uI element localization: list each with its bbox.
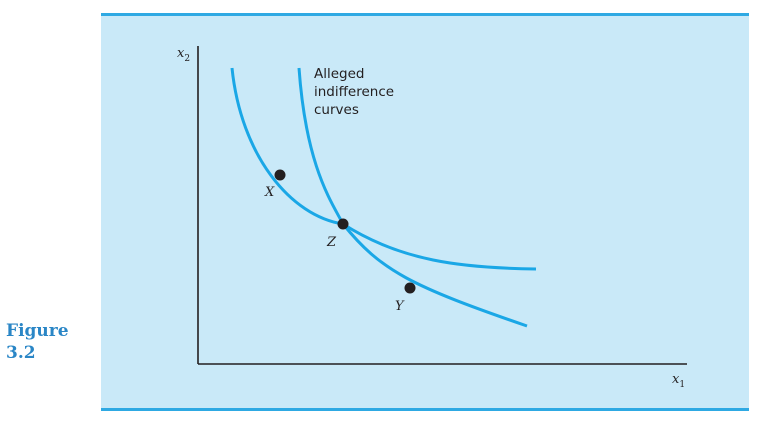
point-z-marker (337, 218, 349, 230)
figure-label-number: 3.2 (6, 343, 36, 363)
annotation-line-3: curves (314, 102, 359, 118)
point-x-label: X (264, 185, 275, 200)
y-axis-label: x2 (177, 46, 190, 64)
annotation-line-2: indifference (314, 84, 394, 100)
y-axis-label-sub: 2 (184, 54, 190, 64)
diagram-panel: X Z Y x2 x1 Alleged indifference curves (101, 13, 749, 411)
figure-label: Figure 3.2 (6, 320, 96, 364)
figure-label-word: Figure (6, 321, 69, 341)
indifference-diagram: X Z Y x2 x1 Alleged indifference curves (177, 46, 687, 390)
x-axis-label-var: x (672, 372, 680, 387)
x-axis-label: x1 (672, 372, 685, 390)
point-x-marker (274, 169, 286, 181)
point-y-label: Y (395, 299, 405, 314)
point-z-label: Z (326, 235, 337, 250)
point-y-marker (404, 282, 416, 294)
curves-annotation: Alleged indifference curves (314, 66, 398, 118)
annotation-line-1: Alleged (314, 66, 365, 82)
y-axis-label-var: x (177, 46, 185, 61)
x-axis-label-sub: 1 (679, 380, 685, 390)
